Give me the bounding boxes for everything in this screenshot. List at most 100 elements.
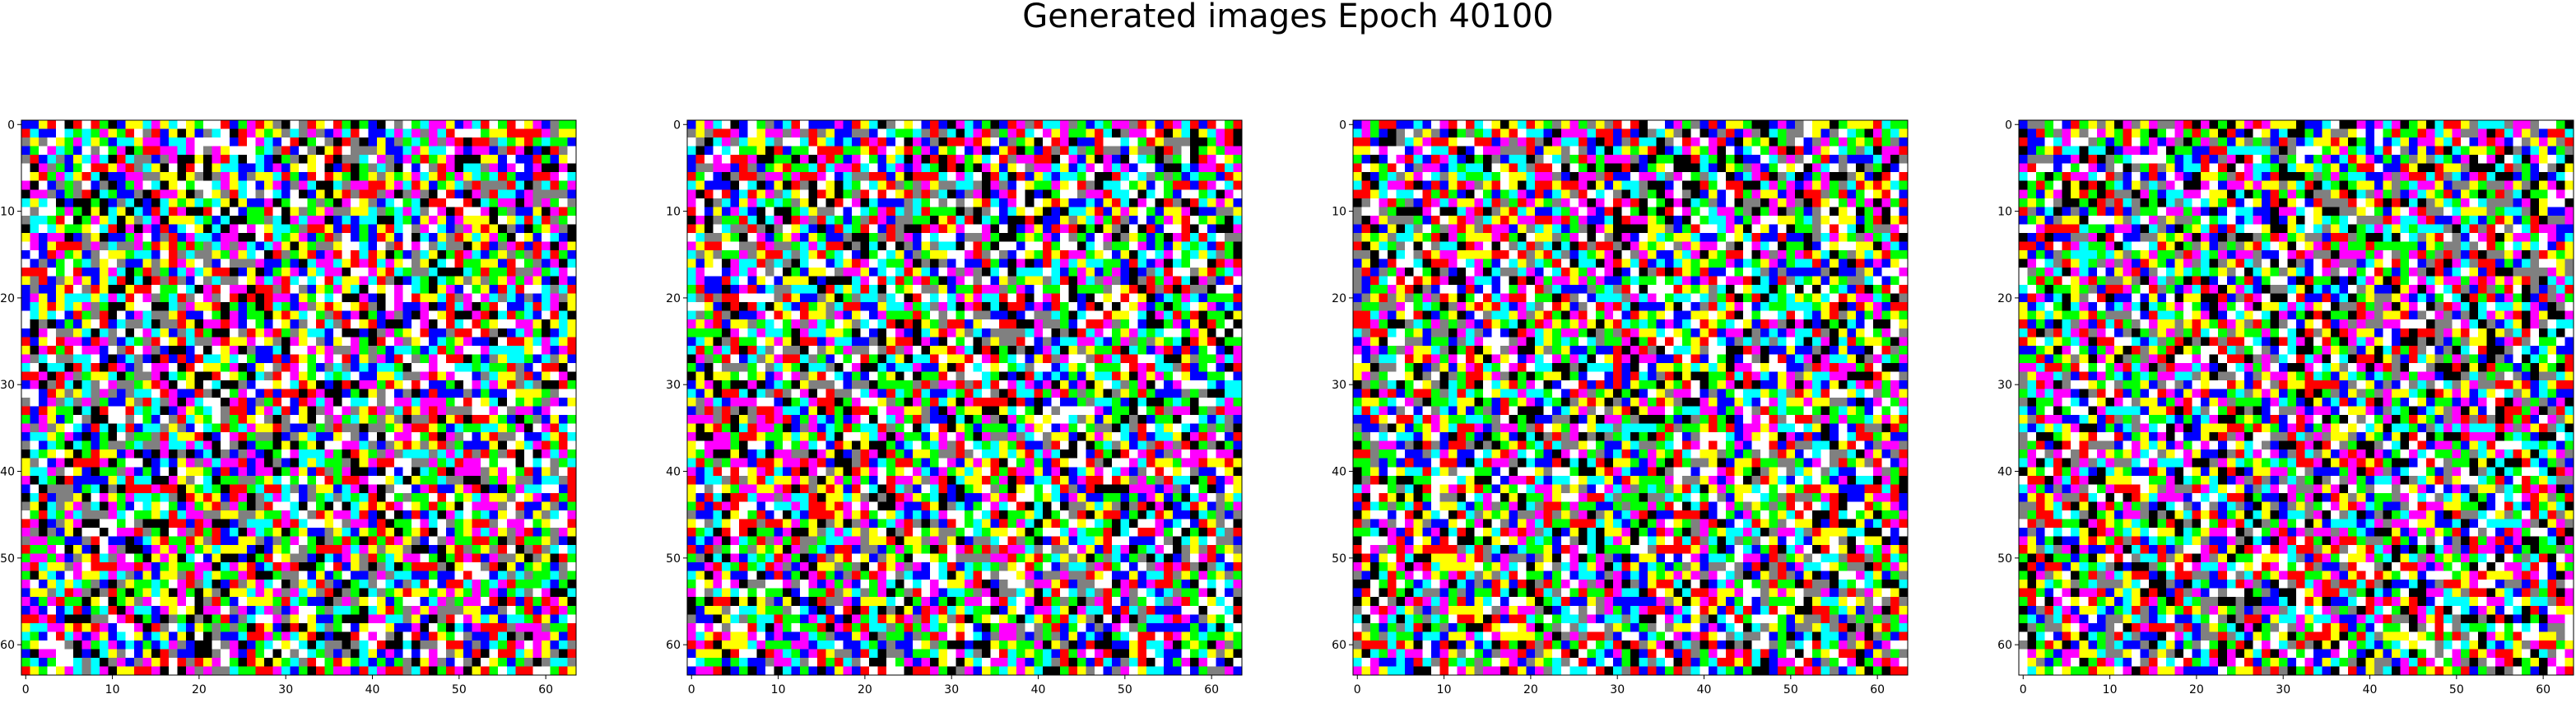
image-pixel bbox=[203, 441, 212, 450]
image-pixel bbox=[377, 172, 386, 181]
image-pixel bbox=[446, 589, 455, 598]
image-pixel bbox=[212, 120, 221, 129]
image-pixel bbox=[515, 467, 524, 476]
image-pixel bbox=[195, 147, 204, 156]
image-pixel bbox=[230, 311, 239, 320]
image-pixel bbox=[108, 510, 117, 519]
image-pixel bbox=[420, 597, 429, 606]
image-pixel bbox=[21, 380, 30, 389]
image-pixel bbox=[532, 259, 542, 268]
image-pixel bbox=[316, 432, 325, 441]
image-pixel bbox=[455, 250, 464, 259]
image-pixel bbox=[142, 666, 151, 675]
image-pixel bbox=[230, 562, 239, 571]
image-pixel bbox=[429, 311, 438, 320]
image-pixel bbox=[316, 224, 325, 233]
image-pixel bbox=[151, 164, 160, 173]
image-pixel bbox=[30, 346, 40, 355]
image-pixel bbox=[316, 571, 325, 580]
image-pixel bbox=[221, 277, 230, 286]
image-pixel bbox=[186, 164, 195, 173]
image-pixel bbox=[21, 614, 30, 623]
image-pixel bbox=[325, 277, 334, 286]
image-pixel bbox=[48, 198, 57, 207]
image-pixel bbox=[21, 407, 30, 416]
image-pixel bbox=[498, 233, 507, 242]
image-pixel bbox=[351, 666, 360, 675]
image-pixel bbox=[151, 597, 160, 606]
image-pixel bbox=[360, 216, 369, 225]
image-pixel bbox=[394, 398, 403, 407]
image-pixel bbox=[39, 631, 48, 640]
image-pixel bbox=[394, 614, 403, 623]
image-pixel bbox=[878, 155, 887, 164]
image-pixel bbox=[368, 155, 377, 164]
image-pixel bbox=[333, 354, 342, 363]
image-pixel bbox=[48, 580, 57, 589]
image-pixel bbox=[169, 449, 178, 459]
image-pixel bbox=[169, 510, 178, 519]
image-pixel bbox=[264, 519, 273, 528]
image-pixel bbox=[56, 545, 65, 554]
image-pixel bbox=[255, 181, 264, 190]
image-pixel bbox=[264, 120, 273, 129]
image-pixel bbox=[160, 597, 170, 606]
image-pixel bbox=[852, 233, 861, 242]
image-pixel bbox=[567, 649, 576, 658]
image-pixel bbox=[91, 589, 100, 598]
image-pixel bbox=[429, 371, 438, 380]
image-pixel bbox=[774, 155, 783, 164]
image-pixel bbox=[255, 467, 264, 476]
image-pixel bbox=[142, 319, 151, 328]
image-pixel bbox=[412, 554, 421, 563]
image-pixel bbox=[463, 129, 472, 138]
image-pixel bbox=[507, 363, 516, 372]
image-pixel bbox=[186, 606, 195, 615]
image-pixel bbox=[567, 589, 576, 598]
image-pixel bbox=[255, 216, 264, 225]
image-pixel bbox=[429, 424, 438, 433]
image-pixel bbox=[247, 241, 256, 250]
image-pixel bbox=[178, 467, 187, 476]
image-pixel bbox=[446, 459, 455, 468]
image-pixel bbox=[230, 571, 239, 580]
image-pixel bbox=[169, 493, 178, 502]
image-pixel bbox=[429, 649, 438, 658]
image-pixel bbox=[351, 164, 360, 173]
image-pixel bbox=[394, 623, 403, 632]
image-pixel bbox=[1077, 164, 1086, 173]
image-pixel bbox=[125, 259, 134, 268]
image-pixel bbox=[739, 120, 748, 129]
image-pixel bbox=[299, 337, 308, 346]
image-pixel bbox=[402, 623, 412, 632]
image-pixel bbox=[498, 562, 507, 571]
image-pixel bbox=[360, 459, 369, 468]
image-pixel bbox=[255, 519, 264, 528]
image-pixel bbox=[550, 415, 559, 424]
image-pixel bbox=[272, 432, 281, 441]
image-pixel bbox=[178, 189, 187, 198]
image-pixel bbox=[507, 537, 516, 546]
image-pixel bbox=[1112, 207, 1121, 216]
image-pixel bbox=[559, 640, 568, 650]
image-pixel bbox=[696, 129, 705, 138]
image-pixel bbox=[1016, 147, 1025, 156]
image-pixel bbox=[438, 476, 447, 485]
image-pixel bbox=[507, 207, 516, 216]
image-pixel bbox=[255, 277, 264, 286]
image-pixel bbox=[878, 120, 887, 129]
image-pixel bbox=[455, 407, 464, 416]
image-pixel bbox=[308, 571, 317, 580]
image-pixel bbox=[238, 623, 247, 632]
image-pixel bbox=[308, 545, 317, 554]
image-pixel bbox=[342, 441, 351, 450]
image-pixel bbox=[48, 354, 57, 363]
image-pixel bbox=[30, 484, 40, 493]
image-pixel bbox=[134, 268, 143, 277]
image-pixel bbox=[316, 398, 325, 407]
image-pixel bbox=[56, 493, 65, 502]
image-pixel bbox=[438, 259, 447, 268]
image-pixel bbox=[342, 589, 351, 598]
image-pixel bbox=[21, 493, 30, 502]
image-pixel bbox=[402, 380, 412, 389]
